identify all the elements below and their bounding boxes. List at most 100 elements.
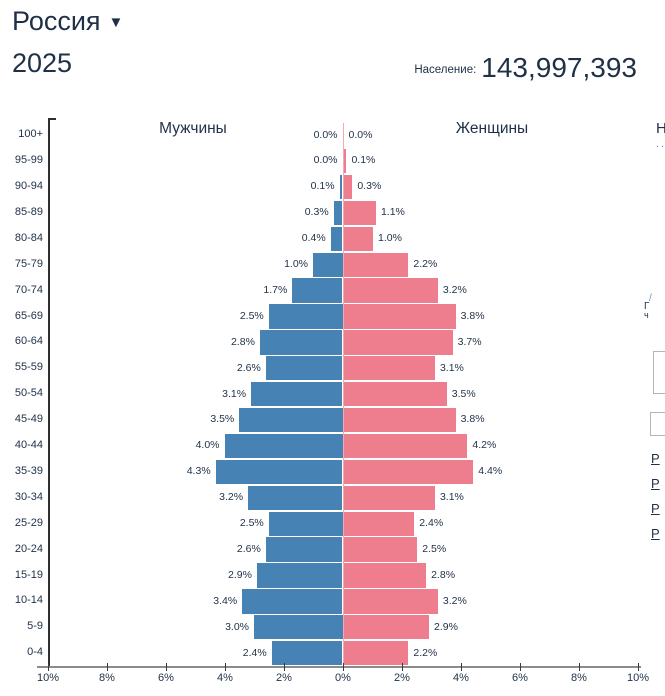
male-bar[interactable]	[292, 278, 343, 303]
male-value-label: 2.9%	[228, 568, 252, 581]
female-bar[interactable]	[343, 174, 353, 200]
zero-axis-line	[342, 123, 344, 667]
female-bar[interactable]	[343, 641, 409, 666]
age-tick-label: 45-49	[14, 413, 43, 426]
sidebar-text-fragment-1: Г	[644, 301, 650, 312]
age-tick-label: 85-89	[14, 205, 43, 218]
male-value-label: 2.5%	[239, 309, 264, 322]
male-value-label: 0.0%	[313, 128, 338, 141]
sidebar-chart-icon-fragment: /	[649, 293, 652, 304]
male-bar[interactable]	[259, 330, 343, 355]
male-bar[interactable]	[248, 485, 343, 510]
female-bar[interactable]	[343, 537, 418, 562]
age-tick-label: 80-84	[14, 231, 43, 244]
male-bar[interactable]	[251, 382, 343, 407]
x-axis-tick-label: 6%	[512, 672, 528, 684]
male-value-label: 2.8%	[230, 335, 255, 348]
female-bar[interactable]	[343, 356, 435, 381]
female-value-label: 1.0%	[378, 232, 402, 245]
male-value-label: 2.6%	[236, 361, 261, 374]
female-bar[interactable]	[343, 252, 409, 277]
male-bar[interactable]	[271, 641, 343, 666]
x-axis-tick-label: 6%	[158, 672, 174, 684]
male-value-label: 3.5%	[210, 413, 235, 426]
age-tick-label: 55-59	[14, 361, 43, 374]
female-bar[interactable]	[343, 459, 474, 485]
female-bar[interactable]	[343, 589, 438, 614]
x-axis-tick	[106, 663, 108, 671]
male-bar[interactable]	[330, 226, 343, 251]
female-value-label: 2.8%	[431, 568, 456, 581]
female-bar[interactable]	[343, 563, 427, 588]
x-axis-tick	[47, 663, 49, 671]
x-axis-tick-label: 10%	[626, 672, 650, 684]
female-bar[interactable]	[343, 148, 347, 174]
x-axis-tick-label: 8%	[99, 672, 115, 684]
x-axis-tick	[519, 663, 521, 671]
age-tick-label: 70-74	[14, 283, 43, 296]
male-bar[interactable]	[268, 304, 343, 329]
male-bar[interactable]	[215, 459, 343, 485]
country-dropdown-icon[interactable]: ▼	[108, 14, 124, 31]
male-bar[interactable]	[268, 511, 343, 536]
male-value-label: 3.2%	[219, 491, 244, 504]
female-value-label: 3.5%	[451, 387, 476, 400]
female-bar[interactable]	[343, 382, 447, 407]
female-bar[interactable]	[343, 304, 456, 329]
male-bar[interactable]	[339, 174, 343, 200]
male-bar[interactable]	[224, 433, 343, 459]
male-bar[interactable]	[313, 252, 343, 277]
x-axis-tick-label: 2%	[394, 672, 410, 684]
sidebar-link-1[interactable]: Р	[651, 451, 660, 466]
female-bar[interactable]	[343, 278, 438, 303]
female-bar[interactable]	[343, 433, 468, 459]
sidebar-link-3[interactable]: Р	[651, 501, 660, 516]
x-axis-tick-label: 2%	[276, 672, 292, 684]
male-value-label: 3.1%	[222, 387, 247, 400]
female-value-label: 1.1%	[380, 206, 405, 219]
male-bar[interactable]	[256, 563, 343, 588]
female-bar[interactable]	[343, 511, 415, 536]
male-bar[interactable]	[265, 537, 343, 562]
x-axis-tick-label: 10%	[36, 672, 60, 684]
male-bar[interactable]	[333, 200, 343, 226]
female-bar[interactable]	[343, 200, 376, 226]
sidebar-box-fragment-1[interactable]	[653, 351, 665, 394]
sidebar-box-fragment-2[interactable]	[650, 412, 665, 436]
male-value-label: 1.0%	[284, 258, 308, 270]
female-value-label: 0.0%	[348, 128, 373, 141]
male-value-label: 3.4%	[213, 594, 238, 607]
female-value-label: 4.2%	[472, 439, 497, 452]
x-axis-tick	[165, 663, 167, 671]
population-value: 143,997,393	[481, 52, 637, 83]
female-bar[interactable]	[343, 407, 456, 433]
x-axis-tick	[637, 663, 639, 671]
x-axis-tick-label: 8%	[571, 672, 587, 684]
age-tick-label: 20-24	[14, 542, 43, 555]
female-bar[interactable]	[343, 226, 373, 251]
x-axis-line	[37, 666, 641, 668]
sidebar-dotted-link-fragment[interactable]: ..	[656, 138, 664, 150]
female-bar[interactable]	[343, 615, 430, 640]
male-value-label: 4.0%	[195, 439, 220, 452]
female-section-label: Женщины	[455, 120, 529, 137]
female-value-label: 3.8%	[460, 309, 485, 322]
male-value-label: 0.0%	[313, 154, 338, 167]
female-value-label: 3.7%	[457, 335, 482, 348]
sidebar-link-4[interactable]: Р	[651, 526, 660, 541]
female-bar[interactable]	[343, 330, 453, 355]
x-axis-tick	[460, 663, 462, 671]
age-tick-label: 40-44	[14, 439, 43, 451]
country-title-row: Россия ▼	[12, 6, 123, 37]
male-bar[interactable]	[254, 615, 343, 640]
sidebar-link-2[interactable]: Р	[651, 476, 660, 491]
male-bar[interactable]	[242, 589, 343, 614]
female-value-label: 2.5%	[422, 542, 447, 555]
male-bar[interactable]	[265, 356, 343, 381]
female-bar[interactable]	[343, 485, 435, 510]
female-value-label: 3.2%	[442, 283, 467, 296]
x-axis-tick	[342, 663, 344, 671]
female-value-label: 3.1%	[439, 361, 464, 374]
male-bar[interactable]	[239, 407, 343, 433]
